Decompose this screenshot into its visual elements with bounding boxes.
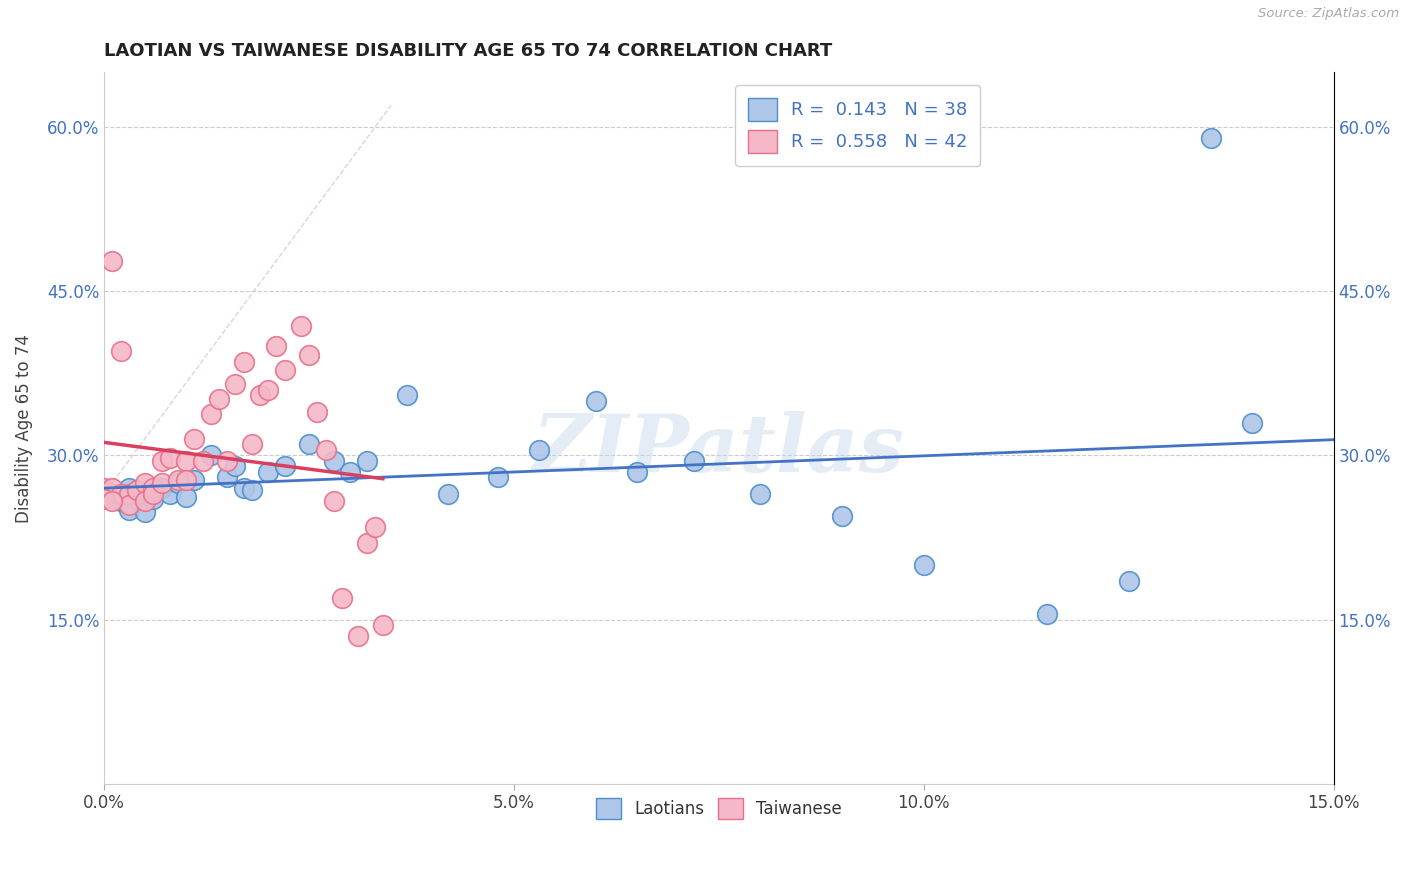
Point (273, 459, 295, 474)
Point (118, 498, 141, 512)
Point (101, 494, 124, 508)
Point (93, 492, 115, 507)
Point (217, 454, 239, 468)
Point (200, 407, 222, 421)
Point (134, 494, 156, 508)
Text: LAOTIAN VS TAIWANESE DISABILITY AGE 65 TO 74 CORRELATION CHART: LAOTIAN VS TAIWANESE DISABILITY AGE 65 T… (104, 42, 832, 60)
Point (1118, 574, 1140, 589)
Point (150, 481, 173, 495)
Point (232, 355, 254, 369)
Point (174, 473, 197, 487)
Point (1199, 131, 1222, 145)
Point (1240, 416, 1263, 430)
Point (748, 487, 770, 501)
Point (174, 454, 197, 468)
Point (486, 470, 509, 484)
Point (150, 475, 173, 490)
Point (683, 454, 706, 468)
Point (240, 483, 263, 498)
Point (298, 348, 321, 362)
Point (307, 405, 329, 419)
Point (257, 383, 280, 397)
Point (159, 450, 181, 465)
Text: ZIPatlas: ZIPatlas (533, 410, 905, 488)
Point (224, 377, 246, 392)
Point (142, 492, 165, 507)
Legend: Laotians, Taiwanese: Laotians, Taiwanese (589, 791, 848, 825)
Point (371, 618, 394, 632)
Point (134, 475, 156, 490)
Point (273, 363, 295, 377)
Point (626, 465, 648, 479)
Point (232, 481, 254, 495)
Point (101, 481, 124, 495)
Point (125, 492, 148, 507)
Point (134, 505, 156, 519)
Point (356, 454, 378, 468)
Point (167, 473, 190, 487)
Point (150, 454, 173, 468)
Point (585, 393, 607, 408)
Point (240, 437, 263, 451)
Point (118, 481, 141, 495)
Point (356, 536, 378, 550)
Point (257, 465, 280, 479)
Point (322, 454, 344, 468)
Point (315, 442, 337, 457)
Point (200, 449, 222, 463)
Point (101, 487, 124, 501)
Point (191, 454, 214, 468)
Point (159, 487, 181, 501)
Point (125, 483, 148, 498)
Point (183, 473, 205, 487)
Point (290, 319, 312, 334)
Point (1036, 607, 1059, 621)
Point (110, 487, 132, 501)
Point (249, 388, 271, 402)
Point (437, 487, 460, 501)
Point (118, 487, 141, 501)
Point (110, 494, 132, 508)
Point (322, 494, 344, 508)
Point (347, 629, 370, 643)
Point (118, 503, 141, 517)
Point (831, 508, 853, 523)
Point (208, 392, 231, 406)
Point (396, 388, 419, 402)
Point (110, 344, 132, 359)
Point (224, 459, 246, 474)
Point (134, 487, 156, 501)
Point (266, 339, 288, 353)
Point (183, 432, 205, 446)
Point (174, 490, 197, 504)
Text: Source: ZipAtlas.com: Source: ZipAtlas.com (1258, 7, 1399, 21)
Point (217, 470, 239, 484)
Point (298, 437, 321, 451)
Point (167, 475, 190, 490)
Y-axis label: Disability Age 65 to 74: Disability Age 65 to 74 (15, 334, 32, 523)
Point (142, 487, 165, 501)
Point (93, 481, 115, 495)
Point (101, 253, 124, 268)
Point (339, 465, 361, 479)
Point (364, 519, 387, 533)
Point (912, 558, 935, 572)
Point (527, 442, 550, 457)
Point (330, 591, 353, 605)
Point (142, 481, 165, 495)
